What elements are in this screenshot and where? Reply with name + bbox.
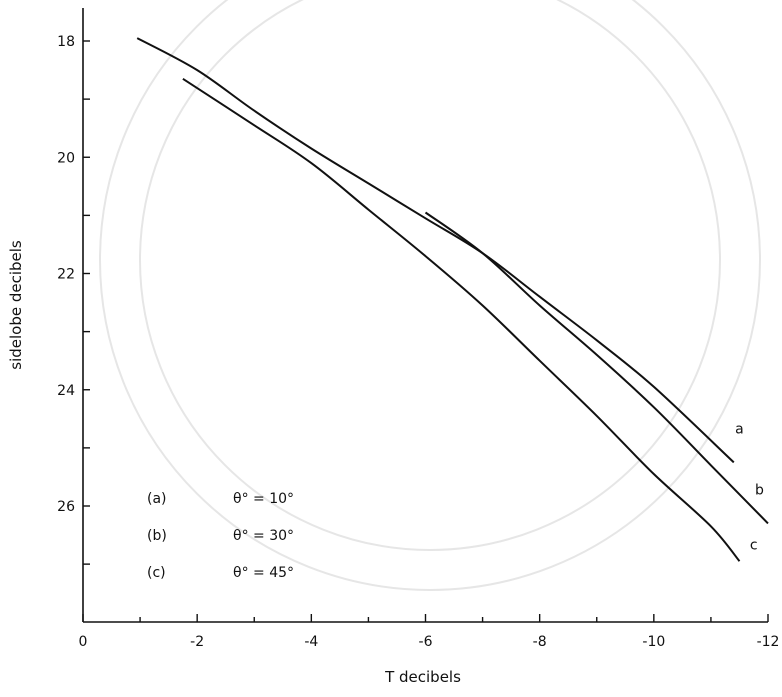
curve-c (182, 77, 741, 562)
curve-a (136, 37, 735, 464)
y-axis-ticks: 18 20 22 24 26 (57, 34, 90, 565)
curve-label-a: a (735, 421, 744, 437)
x-tick-label: -6 (419, 634, 433, 650)
legend-tag-b: (b) (147, 528, 167, 544)
y-tick-label: 24 (57, 383, 75, 399)
x-axis-title: T decibels (384, 668, 461, 686)
legend-text-b: θ° = 30° (233, 528, 294, 544)
curve-labels: a b c (735, 421, 764, 553)
curves (136, 37, 769, 562)
x-tick-label: 0 (79, 634, 88, 650)
x-tick-label: -8 (533, 634, 547, 650)
legend: (a) θ° = 10° (b) θ° = 30° (c) θ° = 45° (147, 491, 294, 581)
y-axis-title: sidelobe decibels (7, 240, 25, 370)
axes (82, 8, 768, 623)
x-tick-label: -12 (757, 634, 780, 650)
y-tick-label: 18 (57, 34, 75, 50)
x-tick-label: -4 (304, 634, 318, 650)
x-tick-label: -2 (190, 634, 204, 650)
x-tick-label: -10 (642, 634, 665, 650)
legend-tag-c: (c) (147, 565, 166, 581)
y-tick-label: 22 (57, 267, 75, 283)
y-tick-label: 26 (57, 499, 75, 515)
legend-tag-a: (a) (147, 491, 167, 507)
x-axis-ticks: 0 -2 -4 -6 -8 -10 -12 (79, 614, 780, 650)
curve-label-b: b (755, 482, 764, 498)
curve-label-c: c (750, 538, 758, 554)
legend-text-c: θ° = 45° (233, 565, 294, 581)
y-tick-label: 20 (57, 150, 75, 166)
watermark-seal (99, 0, 761, 591)
legend-text-a: θ° = 10° (233, 491, 294, 507)
curve-b (424, 211, 769, 525)
